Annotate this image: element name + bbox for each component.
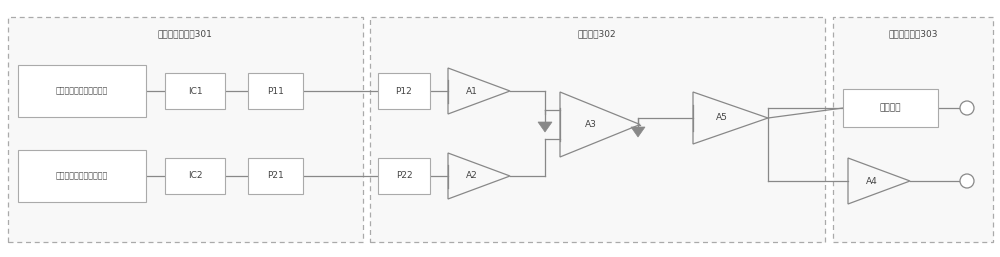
- Text: 过载保护: 过载保护: [880, 104, 901, 113]
- Text: P11: P11: [267, 87, 284, 96]
- Bar: [18, 150, 146, 202]
- Text: A1: A1: [466, 87, 477, 96]
- Text: P21: P21: [267, 171, 284, 180]
- Text: P12: P12: [396, 87, 412, 96]
- Text: 第一磁通门检测磁芯单元: 第一磁通门检测磁芯单元: [56, 87, 108, 96]
- Bar: [248, 73, 303, 109]
- Text: A4: A4: [866, 177, 877, 186]
- Text: 磁通门电路单元301: 磁通门电路单元301: [158, 29, 212, 38]
- Text: A3: A3: [584, 120, 596, 129]
- Circle shape: [960, 174, 974, 188]
- Text: 第二磁通门检测磁芯单元: 第二磁通门检测磁芯单元: [56, 171, 108, 180]
- Bar: [843, 89, 938, 127]
- Text: IC1: IC1: [188, 87, 202, 96]
- Circle shape: [960, 101, 974, 115]
- Bar: [378, 73, 430, 109]
- Text: 过载保护单元303: 过载保护单元303: [888, 29, 938, 38]
- Polygon shape: [631, 127, 645, 137]
- Bar: [833, 17, 993, 242]
- Text: IC2: IC2: [188, 171, 202, 180]
- Bar: [165, 158, 225, 194]
- Bar: [378, 158, 430, 194]
- Polygon shape: [538, 122, 552, 132]
- Text: A2: A2: [466, 171, 477, 180]
- Bar: [248, 158, 303, 194]
- Text: 放大单元302: 放大单元302: [578, 29, 616, 38]
- Bar: [370, 17, 825, 242]
- Bar: [18, 65, 146, 117]
- Text: P22: P22: [396, 171, 412, 180]
- Bar: [165, 73, 225, 109]
- Text: A5: A5: [716, 114, 727, 123]
- Bar: [8, 17, 363, 242]
